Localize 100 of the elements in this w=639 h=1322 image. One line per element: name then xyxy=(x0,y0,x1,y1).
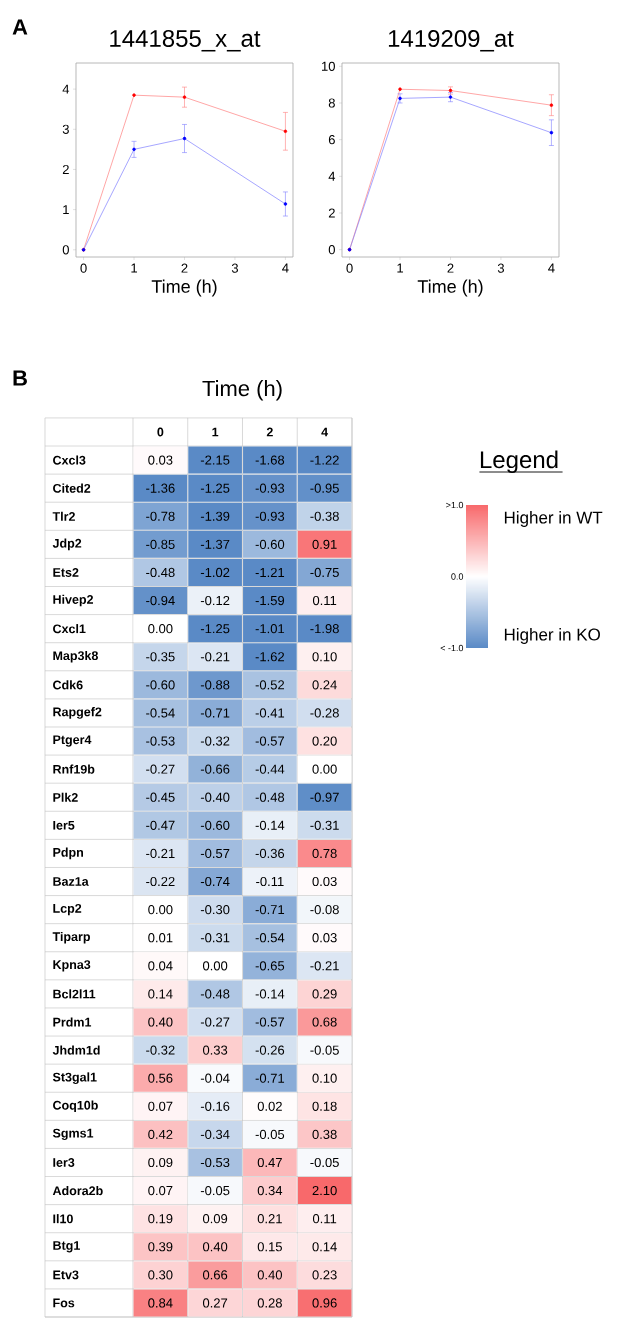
y-tick-label: Ets2 xyxy=(53,568,79,577)
data-label: -0.41 xyxy=(255,708,285,718)
data-label: 0.40 xyxy=(148,1017,173,1027)
text: Higher in KO xyxy=(504,628,600,644)
data-label: -0.40 xyxy=(200,792,230,802)
data-label: -0.48 xyxy=(146,567,175,578)
data-label: 0.56 xyxy=(148,1073,173,1083)
data-label: 0.23 xyxy=(312,1270,337,1280)
x-tick-label: 2 xyxy=(266,427,273,437)
y-tick-label: 0 xyxy=(328,245,335,255)
data-label: 0.10 xyxy=(312,652,337,662)
y-tick-label: Rnf19b xyxy=(53,764,95,774)
y-tick-label: Plk2 xyxy=(53,792,78,802)
data-label: 0.04 xyxy=(148,961,173,971)
y-tick-label: Sgms1 xyxy=(52,1128,94,1141)
data-label: -0.05 xyxy=(310,1157,339,1168)
data-label: 0.42 xyxy=(148,1129,173,1139)
data-label: -0.05 xyxy=(200,1185,230,1196)
data-label: -0.57 xyxy=(255,736,285,746)
data-label: 0.21 xyxy=(257,1214,282,1224)
x-tick-label: 4 xyxy=(282,263,289,273)
x-tick-label: 2 xyxy=(181,263,188,273)
x-axis-title: Time (h) xyxy=(417,279,483,297)
y-tick-label: 8 xyxy=(328,98,335,108)
data-label: -0.65 xyxy=(255,961,285,971)
data-label: -0.26 xyxy=(255,1045,285,1055)
data-label: -0.60 xyxy=(200,820,230,830)
point xyxy=(283,129,288,134)
data-label: -0.32 xyxy=(146,1045,175,1055)
data-label: 0.30 xyxy=(148,1270,173,1280)
data-label: -0.54 xyxy=(146,708,175,718)
data-label: -0.35 xyxy=(146,652,175,662)
data-label: -1.37 xyxy=(200,539,230,549)
data-label: -0.38 xyxy=(310,511,339,521)
data-label: -0.36 xyxy=(255,848,285,859)
y-tick-label: 6 xyxy=(328,135,335,145)
data-label: -0.28 xyxy=(310,708,339,718)
y-tick-label: Cxcl3 xyxy=(53,455,86,465)
data-label: 0.02 xyxy=(257,1101,282,1111)
data-label: -0.95 xyxy=(310,483,339,493)
data-label: 0.00 xyxy=(148,624,173,634)
data-label: -0.30 xyxy=(200,905,230,915)
point xyxy=(398,87,402,91)
data-label: -0.60 xyxy=(255,539,285,549)
data-label: 0.40 xyxy=(257,1270,283,1280)
data-label: 2.10 xyxy=(312,1185,337,1196)
data-label: -0.05 xyxy=(310,1045,339,1055)
data-label: 0.11 xyxy=(312,595,337,606)
y-tick-label: Baz1a xyxy=(53,877,89,886)
data-label: -0.21 xyxy=(146,848,175,859)
data-label: -0.57 xyxy=(200,848,230,859)
data-label: 0.00 xyxy=(312,764,337,774)
data-label: 0.34 xyxy=(257,1185,283,1196)
data-label: 0.03 xyxy=(148,455,173,465)
x-tick-label: 1 xyxy=(397,263,404,273)
data-label: -0.93 xyxy=(255,511,285,521)
text: B xyxy=(13,370,27,386)
data-label: -0.94 xyxy=(146,595,175,606)
data-label: -0.08 xyxy=(310,905,339,915)
data-label: -0.97 xyxy=(310,792,339,802)
y-tick-label: Bcl2l11 xyxy=(53,989,96,999)
y-tick-label: Btg1 xyxy=(53,1241,80,1253)
data-label: -0.27 xyxy=(200,1017,230,1027)
data-label: -1.01 xyxy=(255,624,285,634)
y-tick-label: Map3k8 xyxy=(53,650,98,663)
data-label: -0.21 xyxy=(310,961,339,971)
y-tick-label: Ier5 xyxy=(53,820,75,830)
data-label: -0.44 xyxy=(255,764,285,774)
data-label: -0.48 xyxy=(255,792,285,802)
y-tick-label: Coq10b xyxy=(53,1100,98,1113)
point xyxy=(283,202,288,206)
y-tick-label: Prdm1 xyxy=(53,1017,92,1027)
data-label: -0.60 xyxy=(146,680,175,690)
data-label: 0.10 xyxy=(312,1073,337,1083)
data-label: 0.84 xyxy=(148,1298,173,1308)
data-label: 0.39 xyxy=(148,1242,173,1252)
data-label: -0.12 xyxy=(200,595,230,606)
data-label: -0.14 xyxy=(255,989,285,999)
y-tick-label: Jhdm1d xyxy=(52,1045,100,1055)
y-tick-label: 2 xyxy=(62,164,69,174)
y-tick-label: Hivep2 xyxy=(53,594,94,607)
y-tick-label: Ptger4 xyxy=(53,735,92,747)
y-tick-label: Kpna3 xyxy=(53,960,91,972)
data-label: 0.40 xyxy=(202,1242,228,1252)
data-label: 0.66 xyxy=(202,1270,228,1280)
y-tick-label: Jdp2 xyxy=(52,538,82,551)
point xyxy=(182,136,187,141)
y-tick-label: St3gal1 xyxy=(52,1072,97,1085)
text: Higher in WT xyxy=(504,511,603,527)
data-label: -0.31 xyxy=(310,820,339,830)
data-label: -0.57 xyxy=(255,1017,285,1027)
data-label: -0.34 xyxy=(200,1129,230,1139)
x-tick-label: 3 xyxy=(497,263,505,273)
data-label: 0.47 xyxy=(257,1157,282,1168)
y-tick-label: Ier3 xyxy=(53,1158,75,1167)
data-label: -0.11 xyxy=(256,876,284,887)
data-label: -0.71 xyxy=(255,905,285,915)
data-label: 0.14 xyxy=(148,989,173,999)
data-label: 0.38 xyxy=(312,1129,337,1139)
data-label: -0.05 xyxy=(255,1129,285,1139)
